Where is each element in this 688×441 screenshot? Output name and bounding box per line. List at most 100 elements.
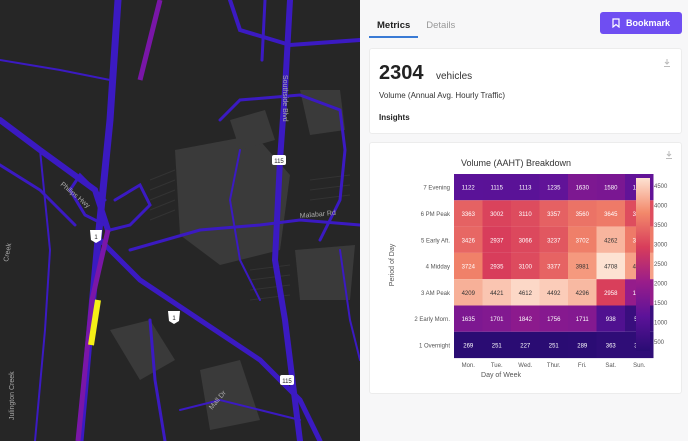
heatmap-cell-label: 1235 — [547, 186, 561, 192]
heatmap-cell — [596, 305, 625, 332]
colorbar-tick-label: 1500 — [654, 301, 668, 307]
map-labels: Southside Blvd Philips Hwy Malabar Rd Ju… — [3, 75, 336, 420]
heatmap-cell — [568, 226, 597, 253]
route-shield — [280, 375, 294, 385]
colorbar-tick-label: 500 — [654, 340, 665, 346]
col-label: Fri. — [578, 363, 587, 369]
heatmap-cell-label: 1756 — [547, 317, 561, 323]
heatmap-cell-label: 1711 — [576, 317, 590, 323]
route-shield — [168, 311, 180, 324]
tab-bar: Metrics Details — [369, 12, 463, 38]
colorbar-ticks: 500 1000 1500 2000 2500 3000 3500 4000 4500 — [654, 184, 668, 346]
tab-details[interactable]: Details — [426, 20, 456, 31]
road-label-julington: Julington Creek — [9, 371, 16, 420]
heatmap-cell — [454, 279, 483, 306]
heatmap-cell — [482, 174, 511, 201]
heatmap-cell-label: 251 — [549, 343, 560, 349]
heatmap-cell — [596, 226, 625, 253]
volume-value: 2304 — [379, 62, 424, 84]
heatmap-col-labels: Mon. Tue. Wed. Thur. Fri. Sat. Sun. — [462, 363, 646, 369]
bookmark-label: Bookmark — [625, 18, 670, 28]
selected-segment[interactable] — [88, 299, 101, 346]
heatmap-cell-label: 363 — [606, 343, 617, 349]
heatmap-cell-label: 3426 — [462, 238, 476, 244]
heatmap-cell-label: 938 — [606, 317, 617, 323]
heatmap-cell — [568, 200, 597, 227]
heatmap-cell-label: 4492 — [547, 291, 561, 297]
row-label: 3 AM Peak — [421, 291, 451, 297]
heatmap-cell — [454, 331, 483, 359]
heatmap-row-labels: 7 Evening 6 PM Peak 5 Early Aft. 4 Midday 3 … — [414, 186, 451, 350]
heatmap-cell — [568, 279, 597, 306]
heatmap-cell-label: 3110 — [519, 212, 533, 218]
heatmap-cell-label: 1122 — [462, 186, 476, 192]
x-axis-label: Day of Week — [481, 372, 521, 379]
heatmap-cell — [539, 226, 568, 253]
heatmap-cell — [596, 200, 625, 227]
colorbar — [636, 178, 650, 351]
heatmap-cells: 1122111511131235163015801246336330023110… — [454, 174, 654, 359]
heatmap-cell — [454, 252, 483, 280]
download-icon[interactable] — [664, 150, 674, 160]
road-label-malabar: Malabar Rd — [300, 210, 337, 220]
heatmap-cell-label: 269 — [463, 343, 474, 349]
heatmap-cell — [454, 226, 483, 253]
heatmap-cell-label: 3645 — [604, 212, 618, 218]
metrics-panel: Metrics Details Bookmark 2304 vehicles V… — [360, 0, 688, 441]
route-shield-label: 115 — [274, 159, 284, 165]
heatmap-cell — [568, 174, 597, 201]
row-label: 5 Early Aft. — [421, 238, 450, 244]
heatmap-cell-label: 1630 — [576, 186, 590, 192]
bookmark-button[interactable]: Bookmark — [600, 12, 682, 34]
colorbar-tick-label: 3000 — [654, 243, 668, 249]
heatmap-cell — [454, 174, 483, 201]
heatmap-chart: Volume (AAHT) Breakdown Day of Week Peri… — [389, 158, 668, 379]
bookmark-icon — [612, 18, 620, 28]
heatmap-cell-label: 3237 — [547, 238, 561, 244]
summary-card: 2304 vehicles Volume (Annual Avg. Hourly… — [369, 48, 682, 134]
route-shield — [272, 155, 286, 165]
heatmap-cell-label: 1113 — [519, 186, 532, 192]
volume-description: Volume (Annual Avg. Hourly Traffic) — [379, 91, 505, 100]
heatmap-cell — [482, 200, 511, 227]
heatmap-cell-label: 3724 — [462, 265, 476, 271]
heatmap-cell — [511, 226, 540, 253]
heatmap-cell-label: 4708 — [604, 265, 618, 271]
heatmap-cell — [454, 200, 483, 227]
heatmap-cell — [539, 174, 568, 201]
heatmap-cell — [511, 279, 540, 306]
y-axis-label: Period of Day — [389, 243, 396, 286]
heatmap-cell-label: 4612 — [519, 291, 533, 297]
col-label: Sun. — [633, 363, 646, 369]
traffic-map[interactable]: 115 1 1 115 Southside Blvd Philips Hwy M… — [0, 0, 360, 441]
heatmap-cell — [568, 331, 597, 359]
heatmap-cell — [454, 305, 483, 332]
heatmap-cell-label: 3377 — [547, 265, 561, 271]
heatmap-cell-label: 4296 — [576, 291, 590, 297]
map-roads — [0, 0, 360, 441]
tab-metrics[interactable]: Metrics — [369, 12, 419, 38]
heatmap-cell — [482, 331, 511, 359]
col-label: Mon. — [462, 363, 476, 369]
col-label: Tue. — [491, 363, 503, 369]
heatmap-cell-label: 2958 — [604, 291, 618, 297]
heatmap-cell — [596, 279, 625, 306]
heatmap-cell — [539, 305, 568, 332]
col-label: Wed. — [518, 363, 532, 369]
colorbar-tick-label: 4500 — [654, 184, 668, 190]
row-label: 2 Early Morn. — [414, 317, 450, 323]
map-canvas[interactable]: 115 1 1 115 Southside Blvd Philips Hwy M… — [0, 0, 360, 441]
heatmap-cell — [539, 279, 568, 306]
colorbar-tick-label: 4000 — [654, 204, 668, 210]
row-label: 6 PM Peak — [421, 212, 451, 218]
map-parking — [149, 169, 351, 301]
download-icon[interactable] — [662, 58, 672, 68]
insights-heading[interactable]: Insights — [379, 113, 410, 122]
heatmap-cell-label: 3357 — [547, 212, 561, 218]
heatmap-cell — [511, 174, 540, 201]
heatmap-cell — [596, 174, 625, 201]
heatmap-cell-label: 227 — [520, 343, 531, 349]
heatmap-cell — [568, 252, 597, 280]
heatmap-cell-label: 1635 — [462, 317, 476, 323]
map-buildings — [110, 90, 355, 430]
